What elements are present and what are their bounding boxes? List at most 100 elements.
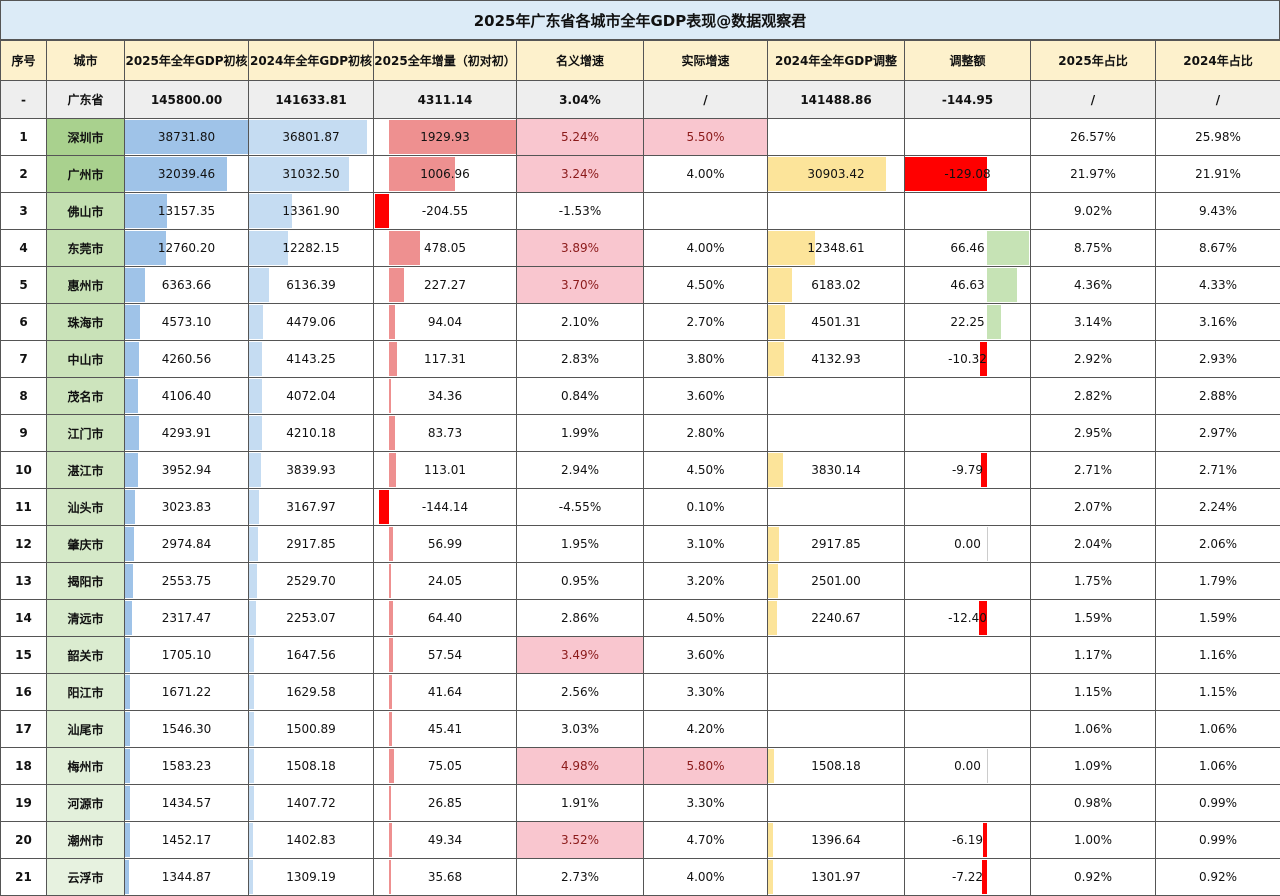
cell-gdp-2024: 2253.07 <box>248 599 374 637</box>
data-bar <box>125 379 139 413</box>
data-bar <box>389 786 391 820</box>
table-row: 9 江门市 4293.91 4210.18 83.73 1.99% 2.80% 2.95% 2.… <box>0 414 1280 452</box>
cell-share-2024: 0.99% <box>1155 821 1280 859</box>
cell-increase: -204.55 <box>373 192 517 230</box>
cell-index: 3 <box>0 192 47 230</box>
data-bar-negative <box>982 860 987 894</box>
cell-value: 35.68 <box>427 870 463 884</box>
cell-value: 2.71% <box>1073 463 1113 477</box>
cell-increase: 117.31 <box>373 340 517 378</box>
cell-gdp-2024: 1508.18 <box>248 747 374 785</box>
cell-value: 22.25 <box>950 315 985 329</box>
cell-nominal-growth: 1.95% <box>516 525 644 563</box>
data-bar <box>249 749 254 783</box>
data-bar <box>249 564 258 598</box>
cell-share-2025: 1.09% <box>1030 747 1156 785</box>
cell-value: 4293.91 <box>161 426 212 440</box>
cell-value: / <box>1090 92 1096 107</box>
cell-index: 20 <box>0 821 47 859</box>
cell-gdp-2025: 4106.40 <box>124 377 249 415</box>
cell-value: 阳江市 <box>67 685 104 700</box>
data-bar <box>249 601 257 635</box>
cell-gdp-2024-adjusted: 1301.97 <box>767 858 905 896</box>
cell-share-2024: 2.24% <box>1155 488 1280 526</box>
cell-value: 16 <box>15 685 32 699</box>
data-bar <box>125 675 131 709</box>
cell-increase: 26.85 <box>373 784 517 822</box>
table-row: 1 深圳市 38731.80 36801.87 1929.93 5.24% 5.50% 26.… <box>0 118 1280 156</box>
data-bar <box>125 453 138 487</box>
cell-share-2025: 1.06% <box>1030 710 1156 748</box>
cell-value: 1434.57 <box>161 796 212 810</box>
cell-value: 4.00% <box>686 870 725 884</box>
cell-value: 2.56% <box>560 685 600 699</box>
cell-gdp-2024-adjusted: 12348.61 <box>767 229 905 267</box>
cell-value: 4.50% <box>686 611 725 625</box>
data-bar <box>249 268 269 302</box>
cell-share-2024: 3.16% <box>1155 303 1280 341</box>
cell-value: 0.95% <box>560 574 600 588</box>
cell-value: 64.40 <box>427 611 463 625</box>
data-bar <box>125 342 139 376</box>
cell-value: 4.20% <box>686 722 725 736</box>
cell-nominal-growth: 3.52% <box>516 821 644 859</box>
data-bar <box>249 453 262 487</box>
cell-nominal-growth: 1.99% <box>516 414 644 452</box>
cell-real-growth: 3.10% <box>643 525 768 563</box>
cell-nominal-growth: 2.73% <box>516 858 644 896</box>
cell-value: 3.30% <box>686 796 725 810</box>
cell-gdp-2025: 4573.10 <box>124 303 249 341</box>
cell-value: 2.92% <box>1073 352 1113 366</box>
cell-index: 18 <box>0 747 47 785</box>
data-bar <box>249 712 254 746</box>
data-bar <box>768 305 786 339</box>
data-bar <box>389 268 404 302</box>
cell-share-2024: 9.43% <box>1155 192 1280 230</box>
cell-value: 75.05 <box>427 759 463 773</box>
cell-value: -12.40 <box>948 611 987 625</box>
cell-value: 4479.06 <box>286 315 336 329</box>
table-row: 6 珠海市 4573.10 4479.06 94.04 2.10% 2.70% 4501.31… <box>0 303 1280 341</box>
cell-city: 汕尾市 <box>46 710 125 748</box>
cell-real-growth: 2.70% <box>643 303 768 341</box>
cell-value: 2.83% <box>560 352 600 366</box>
cell-value: - <box>21 92 26 107</box>
cell-gdp-2025: 38731.80 <box>124 118 249 156</box>
cell-value: / <box>703 92 708 107</box>
cell-value: 10 <box>15 463 32 477</box>
cell-value: -129.08 <box>944 167 991 181</box>
cell-value: 3.60% <box>686 389 725 403</box>
cell-value: 12760.20 <box>157 241 216 255</box>
table-row: 16 阳江市 1671.22 1629.58 41.64 2.56% 3.30% 1.15% 1… <box>0 673 1280 711</box>
header-share-2025: 2025年占比 <box>1030 40 1156 81</box>
cell-value: 94.04 <box>427 315 463 329</box>
cell-nominal-growth: -4.55% <box>516 488 644 526</box>
cell-value: 2253.07 <box>286 611 336 625</box>
cell-gdp-2024: 13361.90 <box>248 192 374 230</box>
cell-value: 30903.42 <box>807 167 865 181</box>
cell-city: 清远市 <box>46 599 125 637</box>
cell-value: 2 <box>19 167 28 181</box>
cell-value: 8.75% <box>1073 241 1113 255</box>
data-bar <box>125 823 130 857</box>
cell-value: 1508.18 <box>286 759 336 773</box>
data-bar <box>389 305 396 339</box>
cell-value: 25.98% <box>1195 130 1241 144</box>
cell-value: 57.54 <box>427 648 463 662</box>
cell-share-2025: / <box>1030 80 1156 119</box>
cell-index: 9 <box>0 414 47 452</box>
data-bar-negative <box>980 342 987 376</box>
cell-adjustment <box>904 118 1031 156</box>
cell-value: 12282.15 <box>282 241 340 255</box>
cell-share-2024: 1.59% <box>1155 599 1280 637</box>
cell-gdp-2024-adjusted: 141488.86 <box>767 80 905 119</box>
cell-index: 15 <box>0 636 47 674</box>
cell-adjustment: 66.46 <box>904 229 1031 267</box>
cell-real-growth: 3.20% <box>643 562 768 600</box>
cell-gdp-2025: 1671.22 <box>124 673 249 711</box>
cell-value: 2.80% <box>686 426 725 440</box>
cell-adjustment: -12.40 <box>904 599 1031 637</box>
cell-value: 2974.84 <box>161 537 212 551</box>
cell-value: 揭阳市 <box>67 574 104 589</box>
data-bar <box>125 268 146 302</box>
